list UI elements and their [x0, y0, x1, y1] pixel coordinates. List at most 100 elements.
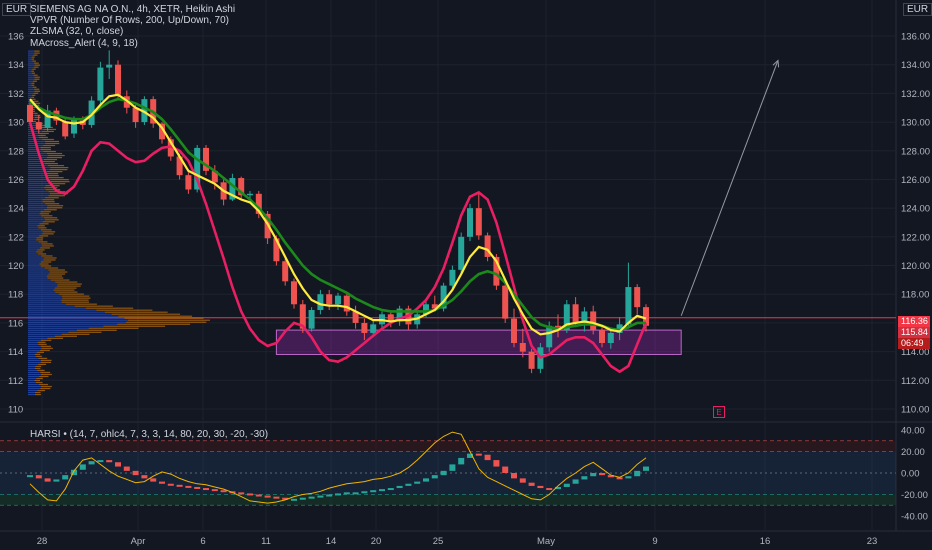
volume-down-bar	[40, 247, 50, 249]
volume-up-bar	[28, 347, 42, 349]
volume-down-bar	[34, 102, 41, 104]
harsi-candle	[106, 460, 113, 463]
volume-down-bar	[36, 251, 43, 253]
volume-up-bar	[28, 215, 42, 217]
second-price-label: 115.84	[898, 327, 930, 338]
volume-up-bar	[28, 371, 41, 374]
volume-down-bar	[34, 78, 40, 80]
volume-down-bar	[53, 289, 75, 291]
harsi-candle	[53, 479, 60, 482]
volume-up-bar	[28, 337, 48, 339]
volume-down-bar	[32, 68, 36, 70]
volume-down-bar	[34, 114, 41, 116]
volume-down-bar	[55, 291, 78, 293]
harsi-candle	[555, 486, 561, 490]
volume-down-bar	[47, 277, 64, 279]
volume-up-bar	[28, 275, 47, 277]
volume-up-bar	[28, 76, 35, 78]
harsi-candle	[634, 470, 641, 477]
volume-up-bar	[28, 315, 119, 317]
time-axis[interactable]: 28 Apr 6 11 14 20 25 May 9 16 23	[37, 536, 878, 547]
candle-body	[97, 67, 104, 101]
price-tick-label: 126.00	[901, 175, 930, 186]
volume-up-bar	[28, 387, 41, 390]
harsi-candle	[150, 478, 157, 482]
indicator-macross[interactable]: MAcross_Alert (4, 9, 18)	[30, 37, 138, 49]
volume-up-bar	[28, 92, 34, 94]
earnings-badge[interactable]: E	[713, 406, 725, 418]
harsi-candle	[62, 475, 69, 480]
volume-down-bar	[61, 299, 89, 301]
volume-up-bar	[28, 331, 69, 333]
volume-up-bar	[28, 181, 51, 183]
harsi-candle	[247, 493, 253, 496]
price-tick-label: 134.00	[901, 60, 930, 71]
volume-down-bar	[34, 52, 40, 54]
harsi-candle	[405, 483, 412, 486]
volume-down-bar	[40, 359, 52, 362]
harsi-candle	[590, 473, 597, 477]
harsi-candle	[449, 464, 456, 471]
volume-down-bar	[36, 237, 44, 239]
candle-body	[475, 208, 482, 236]
symbol-title[interactable]: SIEMENS AG NA O.N., 4h, XETR, Heikin Ash…	[30, 4, 236, 15]
volume-up-bar	[28, 201, 43, 203]
price-tick-label: 120.00	[901, 261, 930, 272]
volume-up-bar	[28, 277, 48, 279]
harsi-candle	[414, 481, 421, 484]
volume-down-bar	[37, 389, 46, 392]
volume-down-bar	[40, 146, 51, 149]
volume-up-bar	[28, 213, 40, 215]
candle-body	[546, 325, 553, 348]
candle-body	[308, 310, 315, 329]
harsi-candle	[97, 460, 104, 463]
volume-up-bar	[28, 60, 33, 62]
indicator-vpvr[interactable]: VPVR (Number Of Rows, 200, Up/Down, 70)	[30, 15, 229, 27]
volume-down-bar	[43, 128, 56, 131]
harsi-legend[interactable]: HARSI • (14, 7, ohlc4, 7, 3, 3, 14, 80, …	[30, 429, 269, 440]
volume-up-bar	[28, 197, 45, 199]
candle-body	[229, 178, 236, 200]
price-axis[interactable]: 110.00110112.00112114.00114116.00116118.…	[8, 32, 930, 523]
volume-up-bar	[28, 391, 35, 394]
volume-up-bar	[28, 128, 44, 131]
volume-up-bar	[28, 365, 36, 368]
volume-down-bar	[37, 225, 45, 227]
volume-up-bar	[28, 223, 40, 225]
volume-down-bar	[42, 221, 55, 223]
volume-down-bar	[31, 58, 35, 60]
volume-down-bar	[41, 385, 52, 388]
candle-body	[141, 99, 148, 123]
left-price-tick-label: 132	[8, 89, 24, 100]
volume-down-bar	[38, 343, 47, 345]
ma-slow-line	[29, 97, 646, 332]
price-tick-label: 110.00	[901, 405, 929, 416]
volume-down-bar	[40, 345, 51, 347]
volume-up-bar	[28, 229, 41, 231]
volume-up-bar	[28, 94, 33, 96]
candle-body	[502, 285, 509, 319]
volume-down-bar	[54, 335, 77, 337]
volume-up-bar	[28, 164, 48, 167]
chart-legend: SIEMENS AG NA O.N., 4h, XETR, Heikin Ash…	[30, 4, 235, 49]
volume-up-bar	[28, 299, 62, 301]
harsi-candle	[440, 470, 447, 476]
volume-down-bar	[40, 265, 52, 267]
harsi-tick-label: -40.00	[901, 512, 928, 523]
left-price-tick-label: 134	[8, 60, 24, 71]
harsi-candle	[528, 482, 535, 486]
volume-up-bar	[28, 78, 35, 80]
currency-label-right[interactable]: EUR	[903, 3, 932, 16]
volume-down-bar	[32, 80, 37, 82]
volume-up-bar	[28, 205, 48, 207]
volume-down-bar	[34, 379, 41, 382]
volume-up-bar	[28, 152, 47, 155]
candle-body	[159, 123, 165, 140]
candle-body	[590, 311, 597, 331]
harsi-candle	[379, 489, 385, 492]
volume-down-bar	[48, 195, 65, 197]
candle-body	[643, 307, 649, 326]
indicator-zlsma[interactable]: ZLSMA (32, 0, close)	[30, 26, 124, 38]
volume-up-bar	[28, 271, 50, 273]
